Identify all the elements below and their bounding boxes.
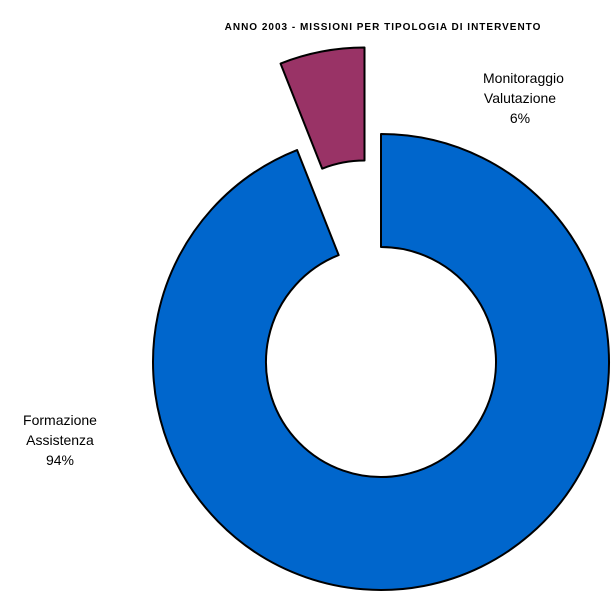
category-label: Formazione Assistenza — [23, 412, 97, 448]
category-label: Monitoraggio Valutazione — [483, 70, 564, 106]
chart-title: ANNO 2003 - MISSIONI PER TIPOLOGIA DI IN… — [224, 22, 542, 33]
data-label: Formazione Assistenza 94% — [5, 410, 115, 470]
data-label: Monitoraggio Valutazione 6% — [465, 68, 575, 128]
value-label: 94% — [45, 452, 75, 468]
donut-segment — [279, 46, 366, 170]
donut-segment — [152, 133, 610, 591]
value-label: 6% — [509, 110, 531, 126]
